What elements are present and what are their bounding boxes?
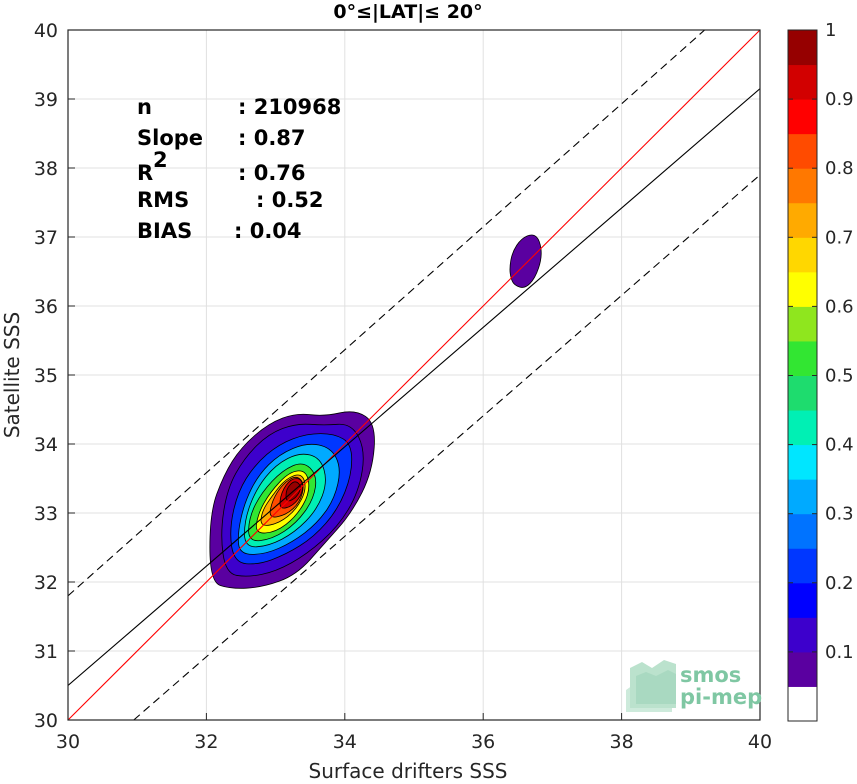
smos-pi-mep-watermark: smos pi-mep [626,660,762,712]
colorbar-segment [788,202,817,238]
grid-lines [68,30,760,720]
colorbar-tick-label: 0.8 [825,158,854,179]
x-tick-label: 38 [610,731,634,753]
density-contour-blob [509,234,542,288]
lower-bound-line [133,174,760,720]
stat-label: R [137,161,153,185]
watermark-line-1: smos [680,663,741,687]
colorbar-segment [788,410,817,446]
colorbar-segment [788,340,817,376]
y-tick-label: 38 [34,158,58,180]
colorbar-segment [788,30,817,66]
x-axis-label: Surface drifters SSS [309,759,508,783]
x-axis-ticks: 30 32 34 36 38 40 [56,713,772,753]
y-tick-label: 37 [34,227,58,249]
colorbar-tick-label: 0.6 [825,296,854,317]
y-axis-ticks: 30 31 32 33 34 35 36 37 38 39 40 [34,20,75,732]
stat-label: Slope [137,126,203,150]
colorbar-tick-label: 0.5 [825,366,854,387]
upper-bound-line [68,30,706,597]
colorbar-tick-label: 1 [825,20,836,41]
colorbar-segment [788,64,817,100]
stat-value: : 0.76 [238,161,306,185]
y-tick-label: 35 [34,365,58,387]
x-tick-label: 30 [56,731,80,753]
stat-value: : 0.87 [238,126,306,150]
colorbar-segment [788,617,817,653]
colorbar-segment [788,271,817,307]
y-tick-label: 33 [34,503,58,525]
statistics-box: n : 210968 Slope : 0.87 R2 : 0.76 RMS : 0.52 BIA… [137,95,341,243]
colorbar-segment [788,479,817,515]
stat-label: RMS [137,188,189,212]
colorbar-segment [788,168,817,204]
colorbar-segment [788,582,817,618]
regression-line [68,88,760,686]
x-tick-label: 34 [333,731,357,753]
stat-value: : 0.52 [256,188,324,212]
colorbar-segment [788,306,817,342]
y-tick-label: 36 [34,296,58,318]
colorbar-tick-label: 0.3 [825,504,854,525]
y-tick-label: 34 [34,434,58,456]
y-tick-label: 32 [34,572,58,594]
colorbar-segment [788,375,817,411]
y-tick-label: 30 [34,710,58,732]
y-axis-label: Satellite SSS [0,312,24,438]
colorbar-tick-label: 0.1 [825,642,854,663]
colorbar-segment [788,444,817,480]
y-tick-label: 31 [34,641,58,663]
stat-label: n [137,95,152,119]
y-tick-label: 39 [34,89,58,111]
stat-value: : 0.04 [234,219,302,243]
colorbar-segment [788,513,817,549]
stat-label: BIAS [137,219,192,243]
identity-line [68,30,760,720]
colorbar-segment [788,651,817,687]
colorbar-segment [788,237,817,273]
stat-value: : 210968 [238,95,341,119]
x-tick-label: 32 [194,731,218,753]
chart-title: 0°≤|LAT|≤ 20° [333,1,482,23]
colorbar-tick-label: 0.7 [825,227,854,248]
x-tick-label: 36 [471,731,495,753]
watermark-line-2: pi-mep [680,685,762,709]
stat-label-superscript: 2 [153,148,168,172]
colorbar-segment [788,133,817,169]
x-tick-label: 40 [748,731,772,753]
watermark-graphic [626,660,676,712]
colorbar: 0.1 0.2 0.3 0.4 0.5 0.6 0.7 0.8 0.9 1 [787,20,854,722]
colorbar-tick-label: 0.4 [825,435,854,456]
colorbar-segment [788,548,817,584]
colorbar-tick-label: 0.9 [825,89,854,110]
colorbar-tick-label: 0.2 [825,573,854,594]
y-tick-label: 40 [34,20,58,42]
colorbar-segment [788,99,817,135]
colorbar-segment [788,686,817,722]
reference-lines [68,30,760,720]
